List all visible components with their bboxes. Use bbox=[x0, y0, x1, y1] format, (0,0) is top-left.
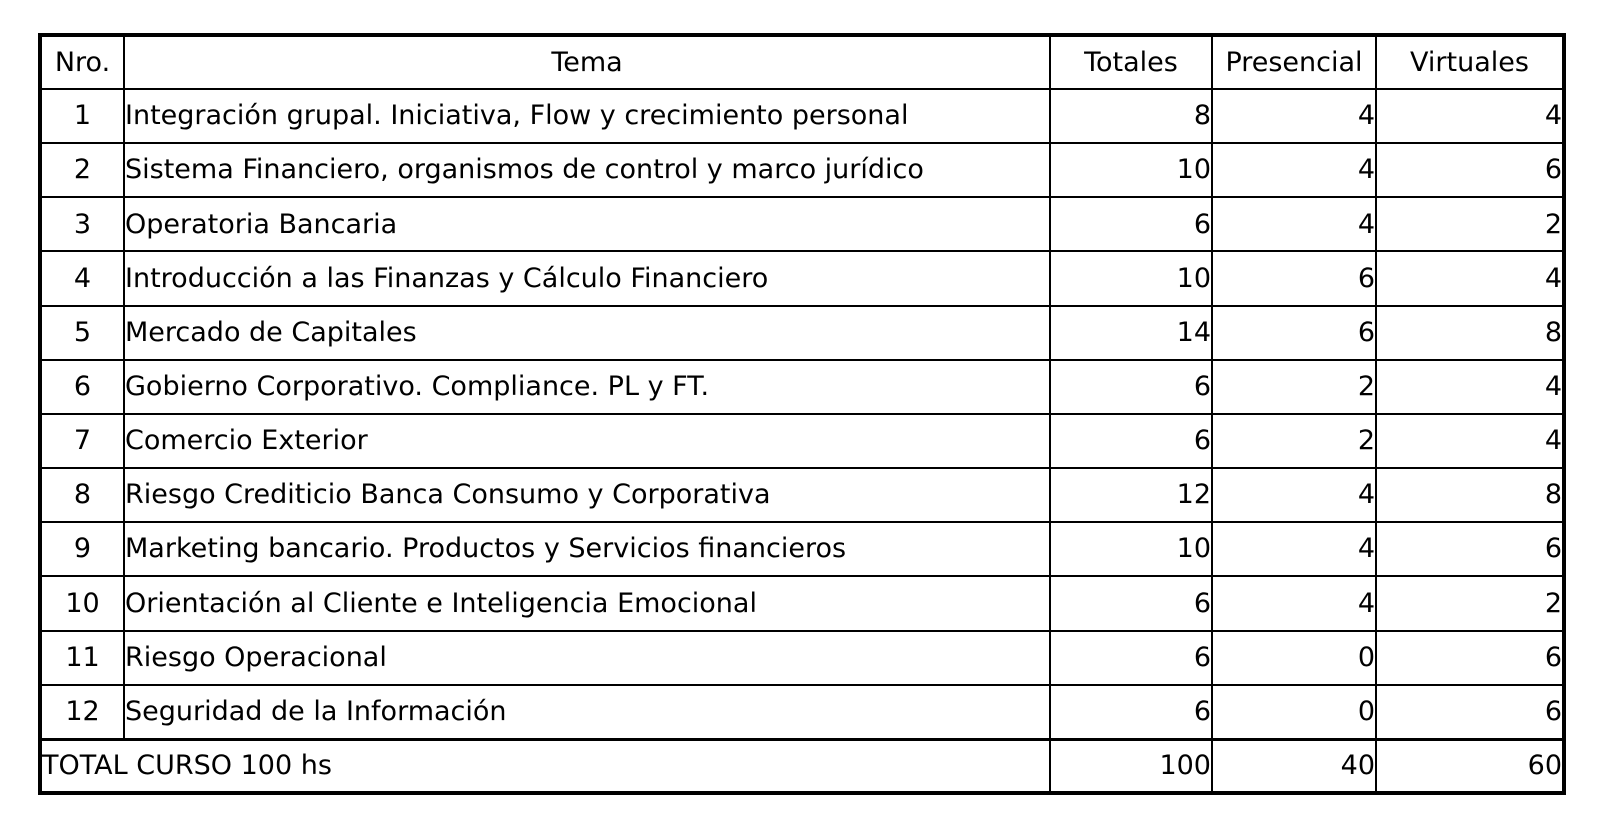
table-row: 4 Introducción a las Finanzas y Cálculo F… bbox=[39, 250, 1565, 307]
cell-presencial: 4 bbox=[1211, 521, 1377, 578]
column-header-totales: Totales bbox=[1049, 34, 1213, 90]
cell-tema: Seguridad de la Información bbox=[123, 683, 1051, 741]
cell-tema: Introducción a las Finanzas y Cálculo Fi… bbox=[123, 250, 1051, 307]
cell-totales: 10 bbox=[1049, 521, 1213, 578]
total-row: TOTAL CURSO 100 hs 100 40 60 bbox=[39, 737, 1565, 794]
cell-presencial: 6 bbox=[1211, 304, 1377, 361]
cell-tema: Gobierno Corporativo. Compliance. PL y F… bbox=[123, 358, 1051, 415]
cell-tema: Sistema Financiero, organismos de contro… bbox=[123, 142, 1051, 199]
cell-totales: 6 bbox=[1049, 412, 1213, 470]
cell-tema: Orientación al Cliente e Inteligencia Em… bbox=[123, 575, 1051, 632]
table-row: 9 Marketing bancario. Productos y Servici… bbox=[39, 521, 1565, 578]
cell-nro: 12 bbox=[39, 683, 125, 741]
cell-virtuales: 4 bbox=[1375, 87, 1565, 145]
cell-nro: 2 bbox=[39, 142, 125, 199]
cell-nro: 9 bbox=[39, 521, 125, 578]
cell-totales: 6 bbox=[1049, 358, 1213, 415]
cell-nro: 4 bbox=[39, 250, 125, 307]
table-row: 1 Integración grupal. Iniciativa, Flow y … bbox=[39, 87, 1565, 145]
cell-nro: 8 bbox=[39, 467, 125, 524]
table-row: 11 Riesgo Operacional 6 0 6 bbox=[39, 629, 1565, 686]
cell-nro: 11 bbox=[39, 629, 125, 686]
table-row: 3 Operatoria Bancaria 6 4 2 bbox=[39, 196, 1565, 253]
cell-presencial: 2 bbox=[1211, 358, 1377, 415]
cell-presencial: 4 bbox=[1211, 142, 1377, 199]
cell-virtuales: 6 bbox=[1375, 142, 1565, 199]
course-hours-table: Nro. Tema Totales Presencial Virtuales 1… bbox=[38, 33, 1566, 795]
cell-nro: 5 bbox=[39, 304, 125, 361]
cell-virtuales: 2 bbox=[1375, 575, 1565, 632]
column-header-nro: Nro. bbox=[39, 34, 125, 90]
total-totales-cell: 100 bbox=[1049, 737, 1213, 794]
cell-tema: Integración grupal. Iniciativa, Flow y c… bbox=[123, 87, 1051, 145]
cell-totales: 8 bbox=[1049, 87, 1213, 145]
cell-nro: 1 bbox=[39, 87, 125, 145]
cell-virtuales: 4 bbox=[1375, 358, 1565, 415]
cell-virtuales: 6 bbox=[1375, 683, 1565, 741]
cell-nro: 6 bbox=[39, 358, 125, 415]
cell-totales: 6 bbox=[1049, 629, 1213, 686]
cell-virtuales: 2 bbox=[1375, 196, 1565, 253]
total-label: TOTAL CURSO 100 hs bbox=[39, 737, 1051, 794]
table-row: 6 Gobierno Corporativo. Compliance. PL y … bbox=[39, 358, 1565, 415]
cell-presencial: 4 bbox=[1211, 87, 1377, 145]
column-header-tema: Tema bbox=[123, 34, 1051, 90]
cell-virtuales: 4 bbox=[1375, 250, 1565, 307]
cell-presencial: 0 bbox=[1211, 629, 1377, 686]
cell-tema: Operatoria Bancaria bbox=[123, 196, 1051, 253]
column-header-presencial: Presencial bbox=[1211, 34, 1377, 90]
cell-tema: Riesgo Crediticio Banca Consumo y Corpor… bbox=[123, 467, 1051, 524]
cell-totales: 10 bbox=[1049, 142, 1213, 199]
cell-nro: 3 bbox=[39, 196, 125, 253]
cell-virtuales: 8 bbox=[1375, 467, 1565, 524]
total-presencial-cell: 40 bbox=[1211, 737, 1377, 794]
cell-presencial: 4 bbox=[1211, 467, 1377, 524]
cell-presencial: 4 bbox=[1211, 575, 1377, 632]
cell-nro: 10 bbox=[39, 575, 125, 632]
cell-presencial: 4 bbox=[1211, 196, 1377, 253]
column-header-virtuales: Virtuales bbox=[1375, 34, 1565, 90]
cell-tema: Riesgo Operacional bbox=[123, 629, 1051, 686]
cell-virtuales: 8 bbox=[1375, 304, 1565, 361]
cell-totales: 6 bbox=[1049, 575, 1213, 632]
cell-totales: 14 bbox=[1049, 304, 1213, 361]
cell-virtuales: 4 bbox=[1375, 412, 1565, 470]
cell-totales: 6 bbox=[1049, 196, 1213, 253]
cell-tema: Mercado de Capitales bbox=[123, 304, 1051, 361]
table-row: 12 Seguridad de la Información 6 0 6 bbox=[39, 683, 1565, 741]
cell-tema: Comercio Exterior bbox=[123, 412, 1051, 470]
cell-virtuales: 6 bbox=[1375, 521, 1565, 578]
header-row: Nro. Tema Totales Presencial Virtuales bbox=[39, 34, 1565, 90]
cell-totales: 12 bbox=[1049, 467, 1213, 524]
cell-virtuales: 6 bbox=[1375, 629, 1565, 686]
table-row: 7 Comercio Exterior 6 2 4 bbox=[39, 412, 1565, 470]
cell-nro: 7 bbox=[39, 412, 125, 470]
cell-presencial: 6 bbox=[1211, 250, 1377, 307]
cell-totales: 6 bbox=[1049, 683, 1213, 741]
table-row: 2 Sistema Financiero, organismos de contr… bbox=[39, 142, 1565, 199]
table-row: 5 Mercado de Capitales 14 6 8 bbox=[39, 304, 1565, 361]
table-row: 10 Orientación al Cliente e Inteligencia … bbox=[39, 575, 1565, 632]
cell-presencial: 2 bbox=[1211, 412, 1377, 470]
cell-tema: Marketing bancario. Productos y Servicio… bbox=[123, 521, 1051, 578]
cell-presencial: 0 bbox=[1211, 683, 1377, 741]
table-body: 1 Integración grupal. Iniciativa, Flow y … bbox=[39, 87, 1565, 741]
total-virtuales-cell: 60 bbox=[1375, 737, 1565, 794]
cell-totales: 10 bbox=[1049, 250, 1213, 307]
table-row: 8 Riesgo Crediticio Banca Consumo y Corpo… bbox=[39, 467, 1565, 524]
